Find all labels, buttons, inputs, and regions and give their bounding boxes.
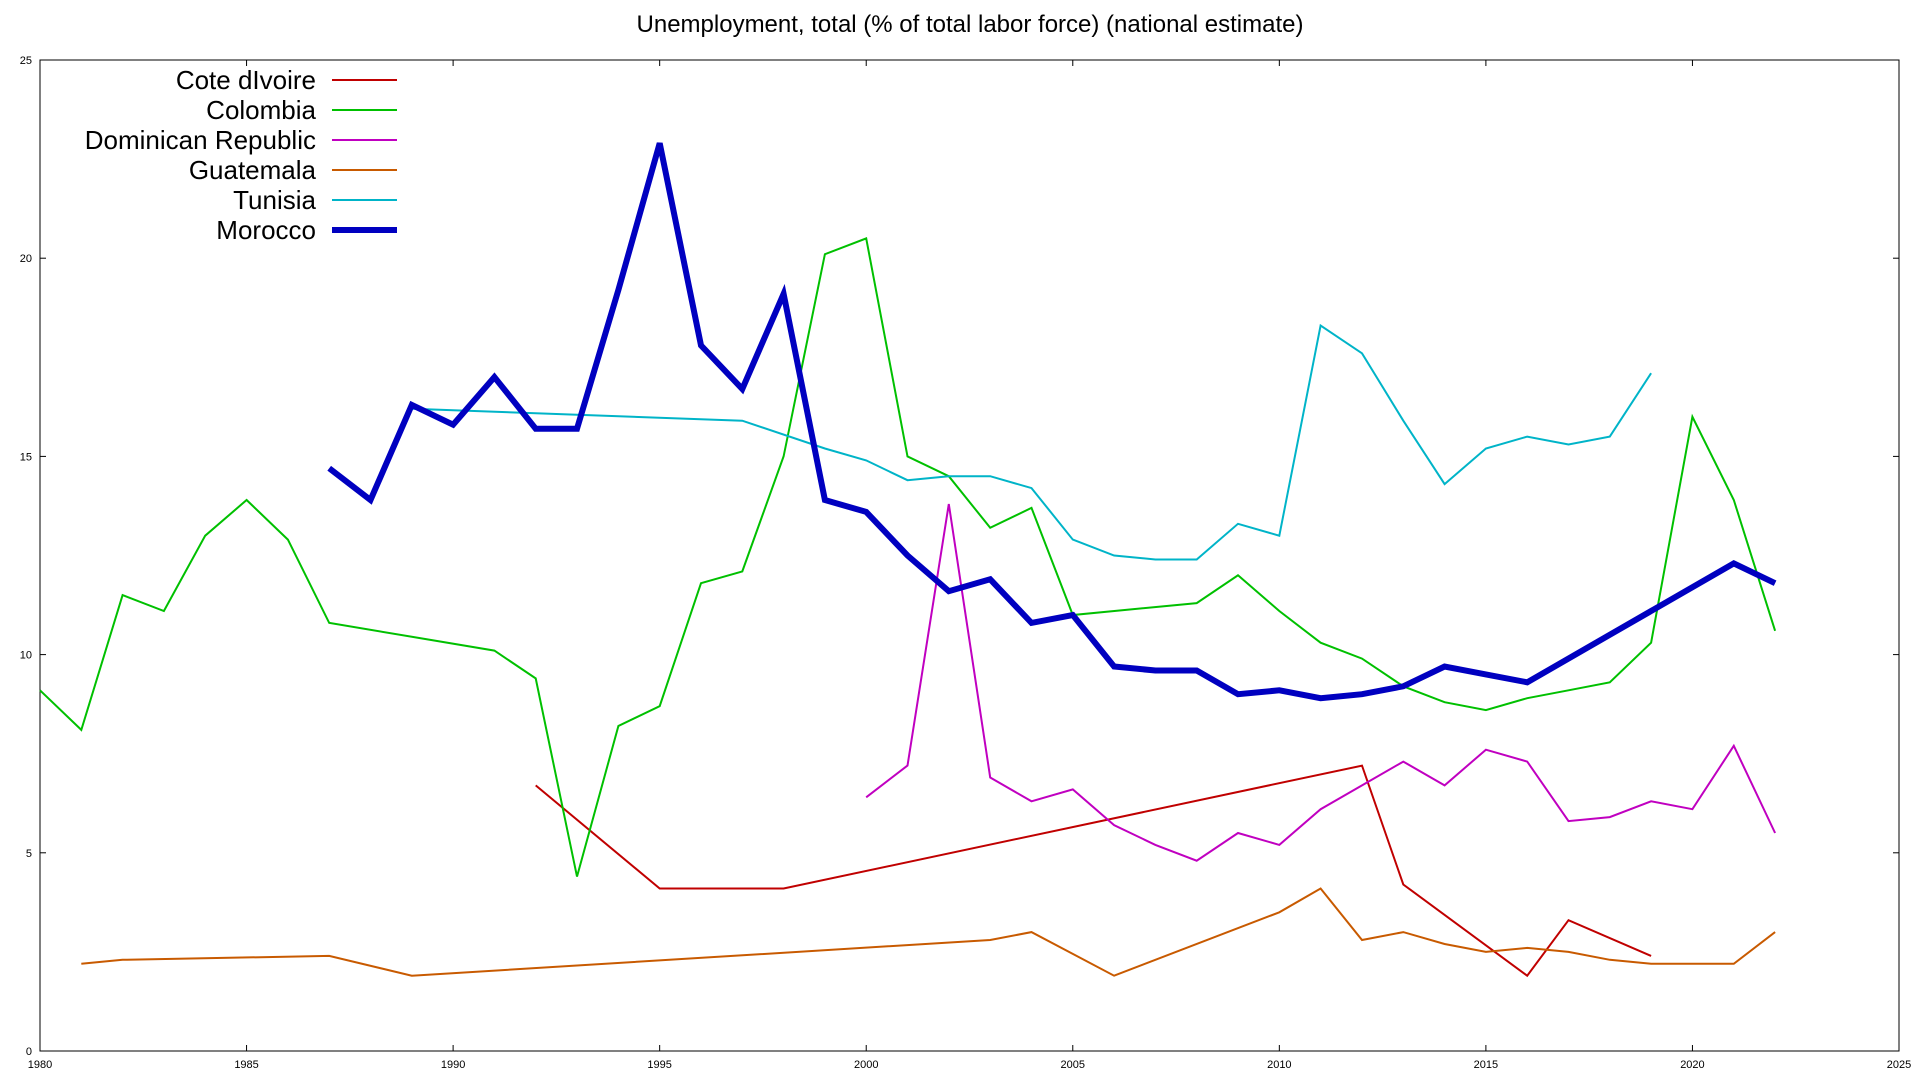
- y-tick-label: 15: [20, 451, 32, 463]
- series-line-dominican-republic: [865, 503, 1777, 862]
- series-line-tunisia: [411, 323, 1652, 561]
- x-tick-label: 1995: [647, 1059, 671, 1071]
- legend-label-dominican-republic: Dominican Republic: [85, 125, 316, 155]
- y-tick-label: 5: [26, 848, 32, 860]
- y-tick-label: 0: [26, 1046, 32, 1058]
- x-tick-label: 2000: [854, 1059, 878, 1071]
- series-layer: [39, 142, 1777, 978]
- legend-label-colombia: Colombia: [206, 95, 316, 125]
- y-tick-label: 10: [20, 650, 32, 662]
- legend-label-tunisia: Tunisia: [233, 185, 316, 215]
- x-axis: 1980 1985 1990 1995 2000 2005 2010 2015 2020 2025: [28, 60, 1911, 1071]
- plot-frame: [39, 59, 1900, 1052]
- y-tick-label: 25: [20, 55, 32, 67]
- x-tick-label: 2015: [1474, 1059, 1498, 1071]
- series-line-guatemala: [81, 887, 1776, 977]
- x-tick-label: 2020: [1680, 1059, 1704, 1071]
- x-tick-label: 2025: [1887, 1059, 1911, 1071]
- legend-label-guatemala: Guatemala: [189, 155, 317, 185]
- series-line-colombia: [39, 237, 1777, 877]
- legend-label-cote-divoire: Cote dIvoire: [176, 65, 316, 95]
- chart-title: Unemployment, total (% of total labor fo…: [637, 11, 1304, 38]
- y-tick-label: 20: [20, 253, 32, 265]
- series-line-morocco: [327, 142, 1777, 702]
- series-line-cote-divoire: [535, 764, 1652, 978]
- x-tick-label: 1980: [28, 1059, 52, 1071]
- legend-label-morocco: Morocco: [216, 215, 316, 245]
- x-tick-label: 1985: [234, 1059, 258, 1071]
- y-axis: 0 5 10 15 20 25: [20, 55, 1899, 1058]
- x-tick-label: 2010: [1267, 1059, 1291, 1071]
- x-tick-label: 1990: [441, 1059, 465, 1071]
- x-tick-label: 2005: [1061, 1059, 1085, 1071]
